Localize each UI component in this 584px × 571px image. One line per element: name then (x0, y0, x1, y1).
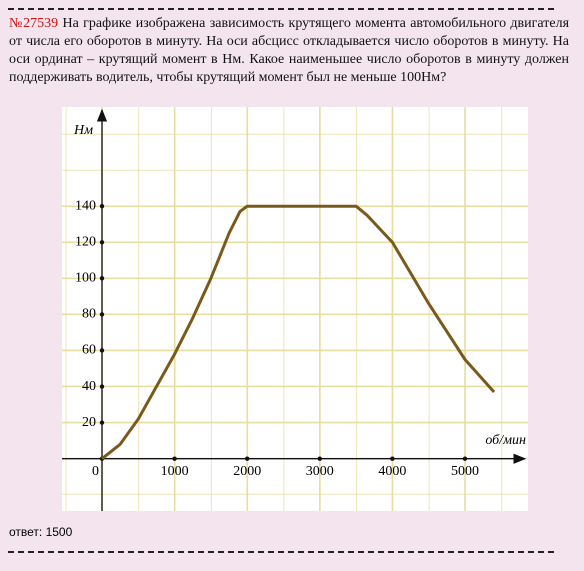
y-tick-label: 120 (75, 234, 96, 249)
y-tick-label: 80 (82, 307, 96, 322)
x-tick-label: 5000 (451, 464, 479, 479)
x-axis-label: об/мин (485, 433, 526, 448)
problem-number: №27539 (9, 16, 59, 31)
problem: №27539 На графике изображена зависимость… (9, 15, 569, 87)
x-tick-label: 3000 (306, 464, 334, 479)
y-tick-label: 40 (82, 379, 96, 394)
x-tick-label: 1000 (161, 464, 189, 479)
grid (62, 107, 528, 511)
separator (8, 8, 554, 10)
y-tick-label: 20 (82, 415, 96, 430)
problem-text: На графике изображена зависимость крутящ… (9, 16, 570, 85)
y-tick-label: 100 (75, 271, 96, 286)
x-tick-label: 2000 (233, 464, 261, 479)
y-tick-label: 140 (75, 198, 96, 213)
x-tick-label: 4000 (378, 464, 406, 479)
y-tick-label: 60 (82, 343, 96, 358)
x-tick-label: 0 (92, 464, 99, 479)
separator (8, 551, 554, 553)
curve (101, 204, 496, 460)
y-axis-label: Нм (73, 123, 93, 138)
answer: ответ: 1500 (9, 525, 73, 539)
